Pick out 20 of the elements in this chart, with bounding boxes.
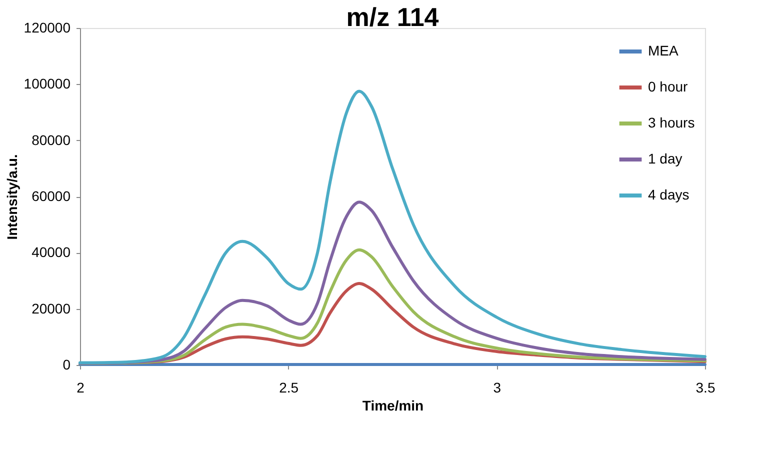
y-tick-label: 80000 [32, 132, 71, 148]
y-tick-label: 20000 [32, 300, 71, 316]
y-tick-label: 60000 [32, 188, 71, 204]
x-axis-title: Time/min [362, 398, 424, 414]
y-axis-title: Intensity/a.u. [4, 154, 20, 240]
legend-label: 0 hour [648, 78, 688, 94]
x-tick-label: 2 [76, 380, 85, 396]
y-tick-label: 100000 [24, 76, 71, 92]
legend-label: 4 days [648, 186, 690, 202]
y-tick-label: 120000 [24, 20, 71, 36]
x-tick-label: 2.5 [279, 380, 299, 396]
legend-label: 3 hours [648, 114, 695, 130]
x-tick-label: 3.5 [696, 380, 716, 396]
chart-title: m/z 114 [346, 2, 440, 32]
line-series [78, 200, 706, 365]
legend-label: 1 day [648, 150, 682, 166]
legend-label: MEA [648, 42, 679, 58]
y-tick-label: 40000 [32, 244, 71, 260]
y-tick-label: 0 [62, 356, 71, 372]
x-tick-label: 3 [493, 380, 502, 396]
